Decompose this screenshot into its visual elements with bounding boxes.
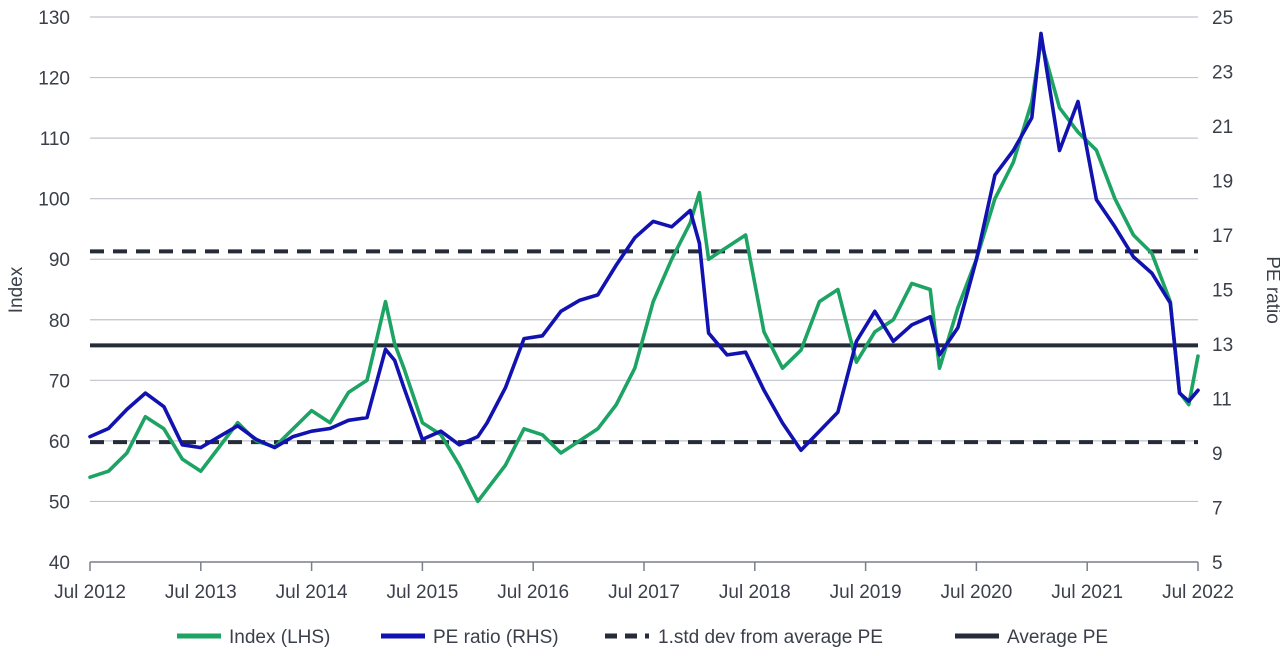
legend-label: 1.std dev from average PE: [658, 627, 883, 648]
y-tick-label-right: 19: [1212, 172, 1233, 193]
y-tick-label-right: 13: [1212, 335, 1233, 356]
x-tick-label: Jul 2018: [719, 582, 791, 603]
series-lines: [88, 31, 1200, 504]
y-tick-label-right: 7: [1212, 499, 1223, 520]
x-tick-label: Jul 2021: [1051, 582, 1123, 603]
y-tick-label-right: 21: [1212, 117, 1233, 138]
reference-lines: [90, 249, 1198, 445]
axes: 40 50 60 70 80 90 100 110 120 130 5 7 9 11 13 15 17 19 21 2…: [38, 8, 1234, 603]
y-tick-label-right: 11: [1212, 390, 1232, 411]
x-tick-label: Jul 2019: [830, 582, 902, 603]
y-tick-label-left: 60: [49, 432, 70, 453]
y-tick-label-left: 40: [49, 553, 70, 574]
pe-ratio-series-line: [88, 31, 1200, 453]
x-tick-label: Jul 2014: [276, 582, 348, 603]
x-tick-label: Jul 2015: [386, 582, 458, 603]
y-tick-label-left: 120: [38, 69, 70, 90]
y-tick-label-right: 5: [1212, 553, 1223, 574]
y-tick-label-left: 70: [49, 371, 70, 392]
x-tick-label: Jul 2012: [54, 582, 126, 603]
legend-label: Average PE: [1007, 627, 1108, 648]
x-tick-label: Jul 2017: [608, 582, 680, 603]
y-tick-label-right: 9: [1212, 444, 1223, 465]
y-tick-label-left: 80: [49, 311, 70, 332]
x-tick-label: Jul 2022: [1162, 582, 1234, 603]
y-tick-label-left: 50: [49, 492, 70, 513]
gridlines: [90, 16, 1198, 503]
y-axis-left-title: Index: [6, 266, 27, 313]
y-tick-label-left: 110: [40, 129, 70, 150]
y-tick-label-left: 90: [49, 250, 70, 271]
y-tick-label-right: 15: [1212, 281, 1233, 302]
x-tick-label: Jul 2016: [497, 582, 569, 603]
y-tick-label-left: 130: [38, 8, 70, 29]
y-tick-label-right: 25: [1212, 8, 1233, 29]
legend-label: Index (LHS): [229, 627, 330, 648]
legend: Index (LHS) PE ratio (RHS) 1.std dev from …: [177, 627, 1108, 648]
x-tick-label: Jul 2013: [165, 582, 237, 603]
legend-label: PE ratio (RHS): [433, 627, 559, 648]
x-tick-label: Jul 2020: [940, 582, 1012, 603]
y-tick-label-right: 17: [1212, 226, 1233, 247]
y-tick-label-right: 23: [1212, 63, 1233, 84]
y-axis-right-title: PE ratio: [1262, 256, 1280, 324]
y-tick-label-left: 100: [38, 190, 70, 211]
